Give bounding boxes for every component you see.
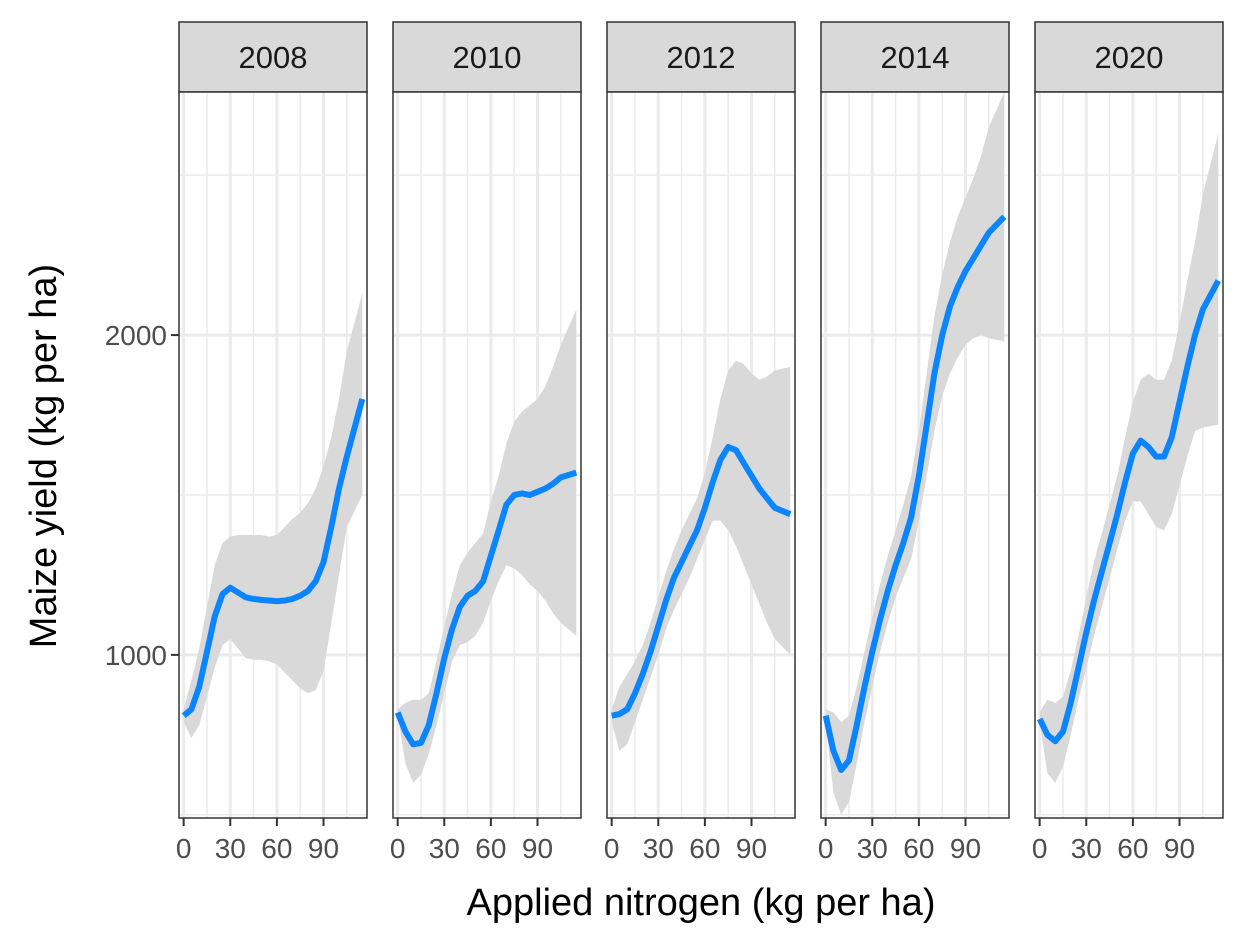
y-axis: 1000 2000 — [105, 320, 179, 671]
facet-panel-2012: 2012 0 30 60 90 — [604, 21, 796, 864]
x-tick-label: 0 — [1032, 833, 1048, 864]
facet-strip — [178, 21, 368, 93]
x-tick-label: 60 — [903, 833, 934, 864]
confidence-band — [825, 92, 1005, 815]
x-tick-label: 0 — [176, 833, 192, 864]
x-tick-label: 90 — [736, 833, 767, 864]
x-tick-label: 0 — [818, 833, 834, 864]
panels-layer: 2008 0 30 60 90 2010 0 30 60 90 2012 0 30 60 90 2014 0 30… — [176, 21, 1224, 864]
x-tick-label: 90 — [522, 833, 553, 864]
panel-border — [392, 91, 582, 819]
facet-strip — [820, 21, 1010, 93]
y-tick-label: 2000 — [105, 320, 167, 351]
fitted-line — [611, 444, 792, 719]
x-tick-label: 30 — [643, 833, 674, 864]
facet-panel-2008: 2008 0 30 60 90 — [176, 21, 368, 864]
y-tick-label: 1000 — [105, 640, 167, 671]
x-tick-label: 30 — [215, 833, 246, 864]
confidence-band — [183, 293, 363, 738]
facet-strip-label: 2010 — [453, 40, 522, 75]
fitted-line — [822, 214, 1007, 773]
facet-strip — [606, 21, 796, 93]
facet-strip-label: 2008 — [239, 40, 308, 75]
x-tick-label: 0 — [390, 833, 406, 864]
facet-strip-label: 2014 — [881, 40, 950, 75]
panel-border — [178, 91, 368, 819]
fitted-line — [181, 398, 366, 719]
facet-panel-2014: 2014 0 30 60 90 — [818, 21, 1010, 864]
fitted-line — [1036, 279, 1221, 745]
facet-panel-2020: 2020 0 30 60 90 — [1032, 21, 1224, 864]
confidence-band — [611, 360, 791, 751]
x-tick-label: 30 — [429, 833, 460, 864]
x-tick-label: 0 — [604, 833, 620, 864]
facet-strip — [1034, 21, 1224, 93]
facet-strip-label: 2020 — [1095, 40, 1164, 75]
x-tick-label: 60 — [689, 833, 720, 864]
panel-border — [1034, 91, 1224, 819]
facet-strip-label: 2012 — [667, 40, 736, 75]
panel-border — [820, 91, 1010, 819]
facet-panel-2010: 2010 0 30 60 90 — [390, 21, 582, 864]
x-tick-label: 60 — [475, 833, 506, 864]
x-tick-label: 90 — [1164, 833, 1195, 864]
x-tick-label: 90 — [308, 833, 339, 864]
x-tick-label: 30 — [857, 833, 888, 864]
x-tick-label: 90 — [950, 833, 981, 864]
y-axis-title: Maize yield (kg per ha) — [23, 264, 65, 648]
x-tick-label: 60 — [1117, 833, 1148, 864]
x-tick-label: 30 — [1071, 833, 1102, 864]
panel-border — [606, 91, 796, 819]
facet-strip — [392, 21, 582, 93]
x-axis-title: Applied nitrogen (kg per ha) — [467, 882, 936, 924]
x-tick-label: 60 — [261, 833, 292, 864]
fitted-line — [394, 469, 578, 748]
